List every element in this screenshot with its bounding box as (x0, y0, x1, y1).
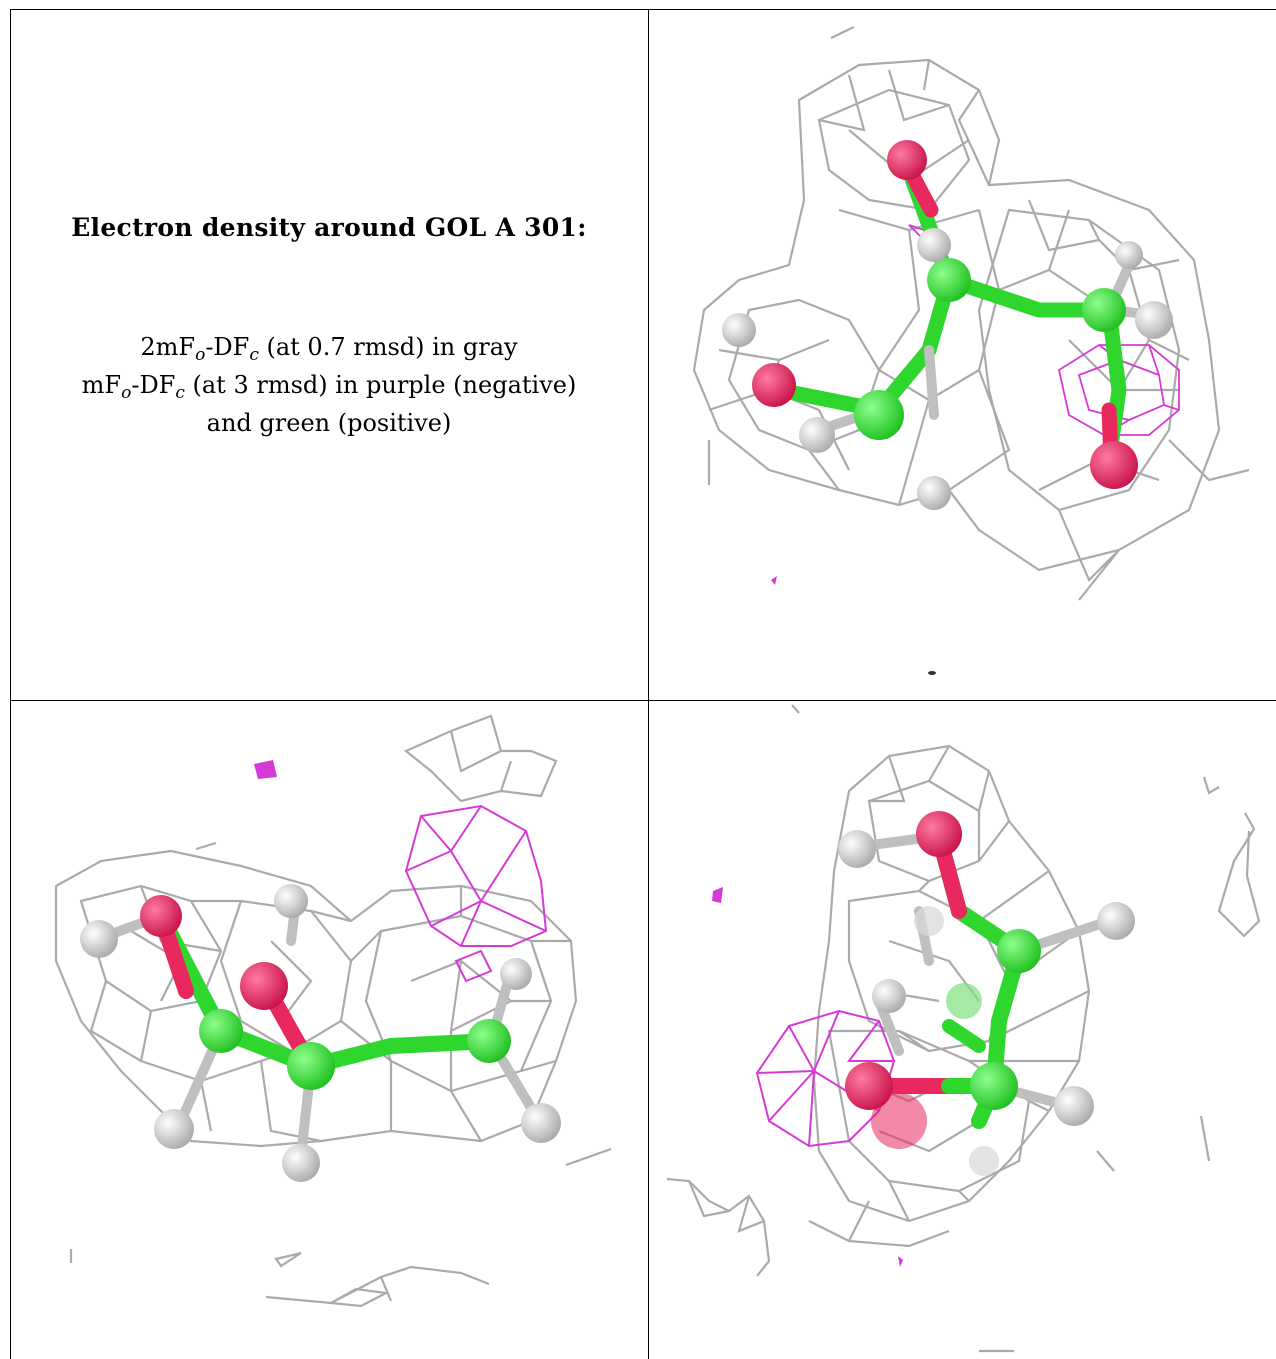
hydrogen-atom (282, 1144, 320, 1182)
table-divider-horizontal (10, 700, 1276, 701)
hydrogen-atom (521, 1103, 561, 1143)
hydrogen-atom (274, 884, 308, 918)
hydrogen-atom (917, 228, 951, 262)
hydrogen-atom (917, 476, 951, 510)
oxygen-atom (140, 895, 182, 937)
caption-legend: 2mFo-DFc (at 0.7 rmsd) in gray mFo-DFc (… (10, 328, 648, 442)
hydrogen-atom (838, 830, 876, 868)
hydrogen-atom-back (914, 906, 944, 936)
hydrogen-atom (1115, 241, 1143, 269)
carbon-atom (467, 1019, 511, 1063)
gray-mesh-fragments (707, 26, 855, 485)
oxygen-atom-back (871, 1093, 927, 1149)
hydrogen-atom (799, 417, 835, 453)
carbon-atom (970, 1062, 1018, 1110)
oxygen-atom (916, 811, 962, 857)
legend-line-purple: mFo-DFc (at 3 rmsd) in purple (negative) (81, 371, 577, 403)
carbon-atom (199, 1009, 243, 1053)
purple-fragment (771, 576, 936, 675)
density-view-bottom-right (649, 701, 1276, 1359)
table-border-top (10, 9, 1276, 10)
legend-line-green: and green (positive) (206, 409, 452, 437)
purple-density-mesh (404, 804, 548, 983)
hydrogen-atom (1097, 902, 1135, 940)
hydrogen-atom (80, 920, 118, 958)
purple-fragment (254, 760, 277, 779)
gray-mesh-fragments (69, 714, 612, 1308)
caption-cell: Electron density around GOL A 301: 2mFo-… (10, 10, 648, 699)
density-render-1 (692, 26, 1250, 675)
oxygen-atom (240, 962, 288, 1010)
hydrogen-atom (1054, 1086, 1094, 1126)
glycerol-atoms (722, 140, 1173, 510)
density-render-3 (666, 704, 1261, 1353)
oxygen-atom (845, 1062, 893, 1110)
carbon-atom (1082, 288, 1126, 332)
density-render-2 (54, 714, 612, 1308)
table-border-left (10, 9, 11, 1359)
hydrogen-atom (500, 958, 532, 990)
hydrogen-atom (1135, 301, 1173, 339)
density-view-top-right (649, 10, 1276, 700)
carbon-atom-back (946, 983, 982, 1019)
caption-title: Electron density around GOL A 301: (71, 213, 587, 242)
density-view-bottom-left (11, 701, 648, 1359)
oxygen-atom (887, 140, 927, 180)
hydrogen-atom (722, 313, 756, 347)
carbon-atom (927, 258, 971, 302)
gray-mesh-fragments (666, 704, 1261, 1353)
carbon-atom (287, 1042, 335, 1090)
glycerol-atoms (80, 884, 561, 1182)
oxygen-atom (1090, 441, 1138, 489)
table-divider-vertical (648, 9, 649, 1359)
carbon-atom (854, 390, 904, 440)
carbon-atom (997, 929, 1041, 973)
glycerol-atoms (838, 811, 1135, 1176)
oxygen-atom (752, 363, 796, 407)
hydrogen-atom-back (969, 1146, 999, 1176)
legend-line-gray: 2mFo-DFc (at 0.7 rmsd) in gray (140, 333, 518, 365)
hydrogen-atom (872, 979, 906, 1013)
hydrogen-atom (154, 1109, 194, 1149)
purple-fragment (712, 887, 903, 1267)
